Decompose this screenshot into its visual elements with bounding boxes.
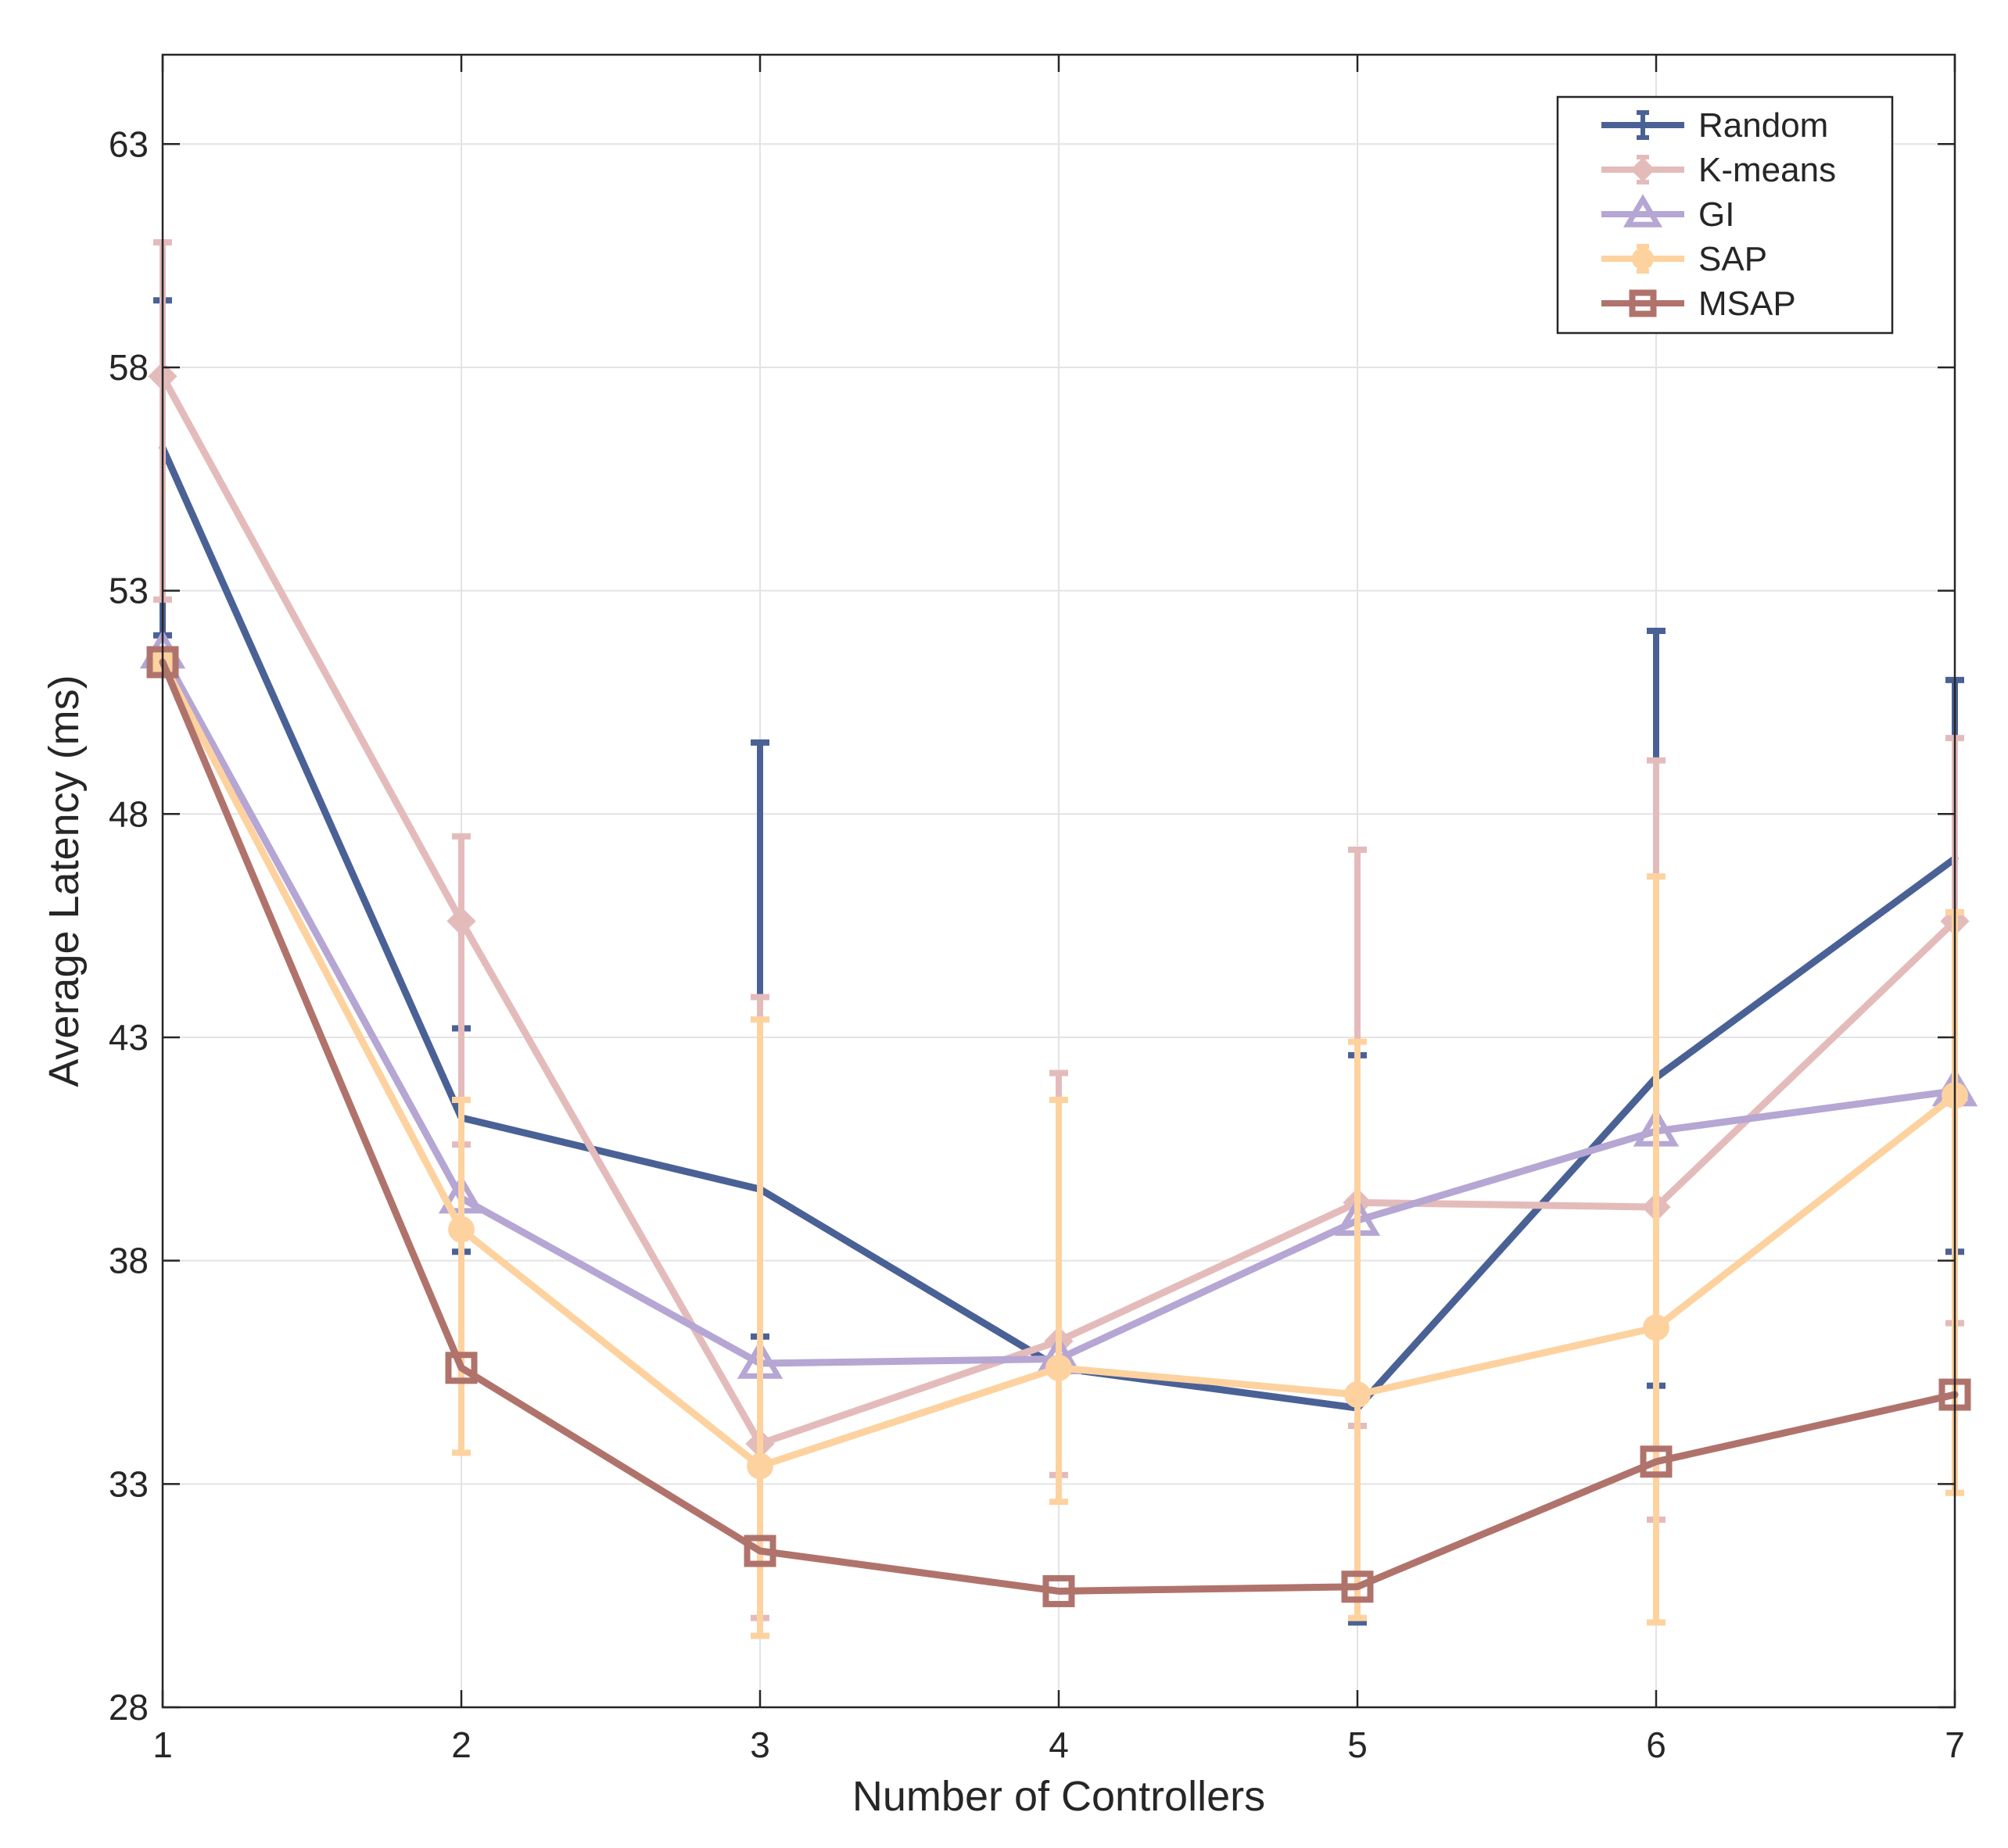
y-tick-label: 63 (109, 124, 149, 164)
y-tick-label: 53 (109, 571, 149, 611)
legend-label-msap: MSAP (1698, 285, 1796, 323)
k-means-point (446, 906, 476, 937)
legend: Random K-means GI SAP MSAP (1556, 95, 1894, 335)
y-tick-label: 38 (109, 1241, 149, 1281)
x-tick-label: 5 (1347, 1724, 1368, 1765)
legend-entry-msap: MSAP (1601, 285, 1796, 323)
sap-point (1045, 1354, 1072, 1381)
x-tick-label: 4 (1049, 1724, 1069, 1765)
legend-marker-sap (1631, 247, 1655, 270)
legend-entry-k-means: K-means (1601, 151, 1836, 189)
sap-point (448, 1216, 475, 1243)
legend-entry-random: Random (1601, 106, 1828, 145)
msap-point (1640, 1445, 1673, 1478)
x-tick-label: 3 (750, 1724, 770, 1765)
y-tick-label: 28 (109, 1687, 149, 1728)
msap-line (159, 658, 1959, 1595)
legend-marker-k-means (1630, 157, 1655, 182)
msap-point (744, 1535, 776, 1567)
tick-labels: 1 2 3 4 5 6 7 28 33 38 43 48 53 58 63 (109, 124, 1965, 1765)
msap-point (1341, 1570, 1374, 1603)
legend-entry-sap: SAP (1601, 240, 1767, 278)
msap-point (445, 1352, 478, 1384)
x-tick-label: 2 (451, 1724, 472, 1765)
y-axis-label: Average Latency (ms) (41, 675, 88, 1087)
legend-marker-msap (1629, 289, 1657, 317)
x-axis-label: Number of Controllers (852, 1773, 1265, 1820)
legend-marker-gi (1623, 194, 1663, 227)
series-layer (139, 238, 1978, 1639)
y-tick-label: 48 (109, 793, 149, 834)
msap-point (1042, 1574, 1075, 1607)
ticks (161, 55, 1956, 1709)
legend-label-gi: GI (1698, 195, 1734, 234)
x-tick-label: 6 (1646, 1724, 1666, 1765)
x-tick-label: 7 (1945, 1724, 1965, 1765)
y-tick-label: 33 (109, 1463, 149, 1504)
y-tick-label: 58 (109, 347, 149, 388)
legend-entry-gi: GI (1601, 194, 1734, 234)
sap-point (1643, 1314, 1669, 1341)
x-tick-label: 1 (152, 1724, 173, 1765)
sap-point (1344, 1381, 1371, 1408)
legend-label-sap: SAP (1698, 240, 1767, 278)
legend-label-k-means: K-means (1698, 151, 1836, 189)
y-tick-label: 43 (109, 1017, 149, 1058)
legend-label-random: Random (1698, 106, 1828, 145)
sap-point (747, 1452, 773, 1480)
